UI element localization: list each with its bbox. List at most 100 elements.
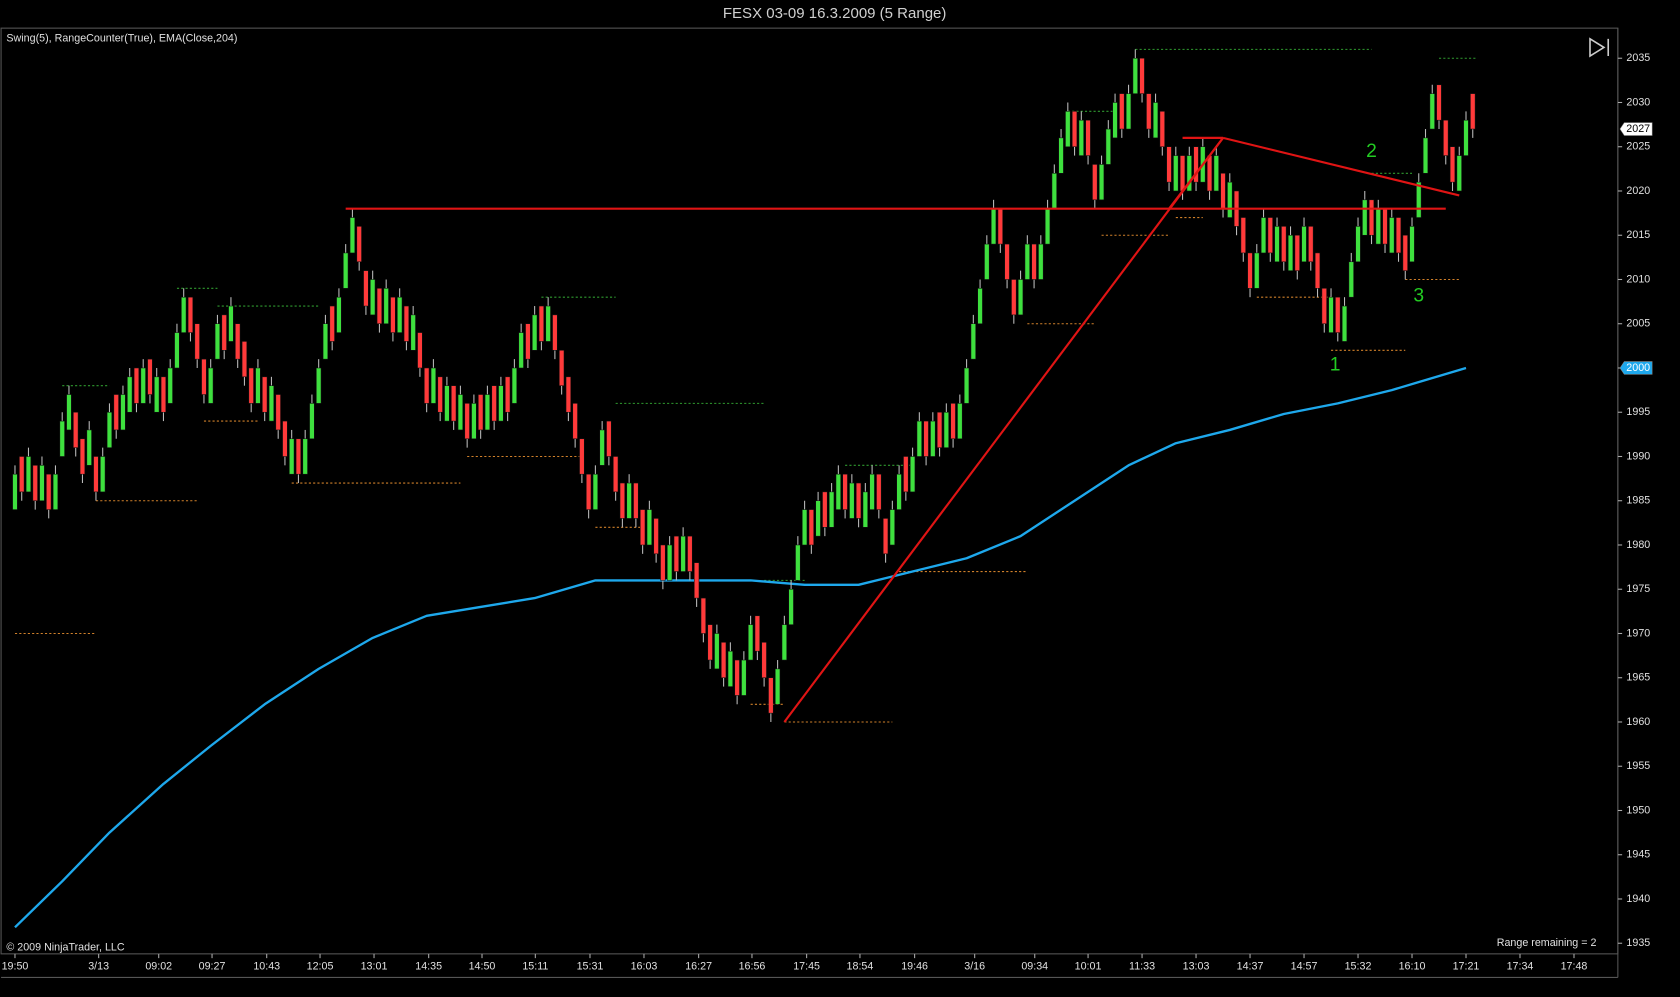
candle-body	[626, 482, 632, 519]
candle-body	[235, 323, 241, 360]
candle-body	[262, 376, 268, 413]
candle-body	[228, 305, 234, 342]
candle-body	[1456, 155, 1462, 192]
candle-body	[990, 208, 997, 245]
candle-body	[882, 518, 889, 555]
candle-body	[977, 288, 983, 325]
x-tick-label: 19:46	[901, 961, 928, 973]
candle-body	[383, 288, 389, 325]
candle-body	[316, 367, 322, 404]
candle-body	[963, 367, 970, 404]
x-tick-label: 17:21	[1453, 961, 1480, 973]
candle-body	[1092, 164, 1098, 201]
y-tick-label: 1990	[1626, 450, 1650, 462]
candle-body	[1132, 57, 1138, 94]
candle-body	[1274, 226, 1280, 263]
candle-body	[1395, 217, 1402, 254]
candle-body	[1220, 173, 1226, 209]
candle-body	[781, 624, 787, 661]
x-tick-label: 10:01	[1075, 961, 1102, 973]
candle-body	[349, 217, 356, 254]
y-tick-label: 1970	[1626, 627, 1650, 639]
candle-body	[1449, 146, 1456, 183]
candle-body	[403, 305, 410, 342]
candle-body	[1402, 234, 1408, 271]
chart-title: FESX 03-09 16.3.2009 (5 Range)	[723, 5, 946, 22]
candle-body	[1281, 226, 1287, 263]
candle-body	[1240, 217, 1246, 254]
candle-body	[936, 411, 943, 448]
last-price-box	[1619, 122, 1653, 136]
candle-body	[916, 420, 922, 457]
candle-body	[734, 659, 740, 696]
candle-body	[221, 314, 227, 351]
candle-body	[397, 296, 403, 333]
candle-body	[106, 411, 113, 448]
candle-body	[343, 252, 349, 289]
candle-body	[93, 456, 99, 493]
scroll-end-button[interactable]	[1589, 37, 1610, 58]
candle-body	[1375, 208, 1381, 245]
candle-body	[984, 243, 990, 280]
candle-body	[876, 473, 882, 510]
candle-body	[12, 473, 18, 510]
candle-body	[181, 296, 187, 333]
candle-body	[1416, 181, 1422, 218]
candle-body	[720, 642, 727, 679]
candle-body	[133, 367, 140, 404]
x-tick-label: 15:32	[1345, 961, 1372, 973]
candle-body	[1031, 243, 1037, 280]
candle-body	[451, 385, 457, 422]
x-tick-label: 09:02	[145, 961, 172, 973]
candle-body	[855, 482, 862, 519]
candle-body	[869, 473, 875, 510]
candle-body	[444, 385, 450, 422]
x-tick-label: 16:56	[739, 961, 766, 973]
candle-body	[909, 456, 916, 493]
candle-body	[1429, 93, 1435, 130]
y-tick-label: 2015	[1626, 229, 1650, 241]
candle-body	[1152, 102, 1159, 139]
candle-body	[174, 332, 180, 369]
candle-body	[1071, 111, 1078, 148]
candle-body	[667, 544, 673, 581]
candle-body	[1355, 226, 1361, 263]
candle-body	[208, 367, 214, 404]
candle-body	[903, 456, 909, 493]
candle-body	[430, 367, 437, 404]
candle-body	[1335, 296, 1341, 333]
candle-body	[1382, 208, 1388, 245]
ema-price-label: 2000	[1626, 362, 1650, 374]
candle-body	[268, 385, 275, 422]
x-tick-label: 16:27	[685, 961, 712, 973]
candle-body	[808, 509, 814, 546]
candle-body	[424, 367, 430, 404]
play-icon	[1589, 37, 1606, 58]
y-tick-label: 1985	[1626, 495, 1650, 507]
candle-body	[457, 394, 464, 431]
candle-body	[653, 518, 659, 555]
x-tick-label: 10:43	[253, 961, 280, 973]
candle-body	[289, 438, 295, 475]
y-tick-label: 1950	[1626, 804, 1650, 816]
candle-body	[599, 429, 605, 466]
candle-body	[1341, 305, 1348, 342]
candle-body	[1139, 57, 1145, 94]
x-tick-label: 16:03	[631, 961, 658, 973]
annotation: 2	[1366, 141, 1377, 162]
candle-body	[302, 438, 308, 475]
candle-body	[714, 633, 720, 670]
x-tick-label: 16:10	[1399, 961, 1426, 973]
candle-body	[19, 456, 25, 493]
candle-body	[613, 456, 619, 493]
candle-body	[1267, 217, 1273, 254]
candle-body	[1409, 226, 1415, 263]
candle-body	[646, 509, 653, 546]
candle-body	[1186, 155, 1192, 192]
candle-body	[1173, 155, 1179, 192]
candle-body	[1389, 217, 1395, 254]
x-tick-label: 15:31	[577, 961, 604, 973]
x-tick-label: 14:37	[1237, 961, 1264, 973]
